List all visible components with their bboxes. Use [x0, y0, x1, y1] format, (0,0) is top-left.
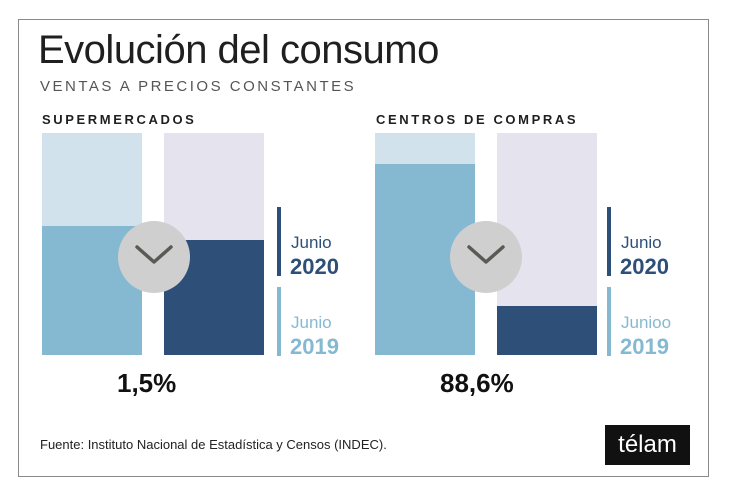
chart-title-supermercados: SUPERMERCADOS: [42, 112, 197, 127]
chevron-down-icon: [134, 244, 174, 271]
legend-marker-2020-centros: [607, 207, 611, 276]
legend-year-2020-centros: 2020: [620, 254, 669, 279]
legend-year-2020: 2020: [290, 254, 339, 279]
legend-label-2019: Junio: [291, 313, 332, 332]
page-subtitle: VENTAS A PRECIOS CONSTANTES: [40, 78, 357, 95]
change-value-centros: 88,6%: [440, 368, 514, 398]
decrease-badge-supermercados: [118, 221, 190, 293]
change-value-supermercados: 1,5%: [117, 368, 177, 398]
legend-marker-2019-centros: [607, 287, 611, 356]
legend-marker-2019: [277, 287, 281, 356]
chart-title-centros-de-compras: CENTROS DE COMPRAS: [376, 112, 579, 127]
legend-label-2019-centros: Junioo: [621, 313, 672, 332]
telam-logo: télam: [605, 425, 690, 465]
legend-label-2020: Junio: [291, 233, 332, 252]
source-note: Fuente: Instituto Nacional de Estadístic…: [40, 437, 387, 452]
legend-year-2019: 2019: [290, 334, 339, 359]
legend-label-2020-centros: Junio: [621, 233, 662, 252]
decrease-badge-centros: [450, 221, 522, 293]
bar-2020-centros: [497, 306, 597, 355]
chevron-down-icon: [466, 244, 506, 271]
legend-marker-2020: [277, 207, 281, 276]
legend-year-2019-centros: 2019: [620, 334, 669, 359]
page-title: Evolución del consumo: [38, 28, 439, 72]
infographic-frame: [18, 19, 709, 477]
